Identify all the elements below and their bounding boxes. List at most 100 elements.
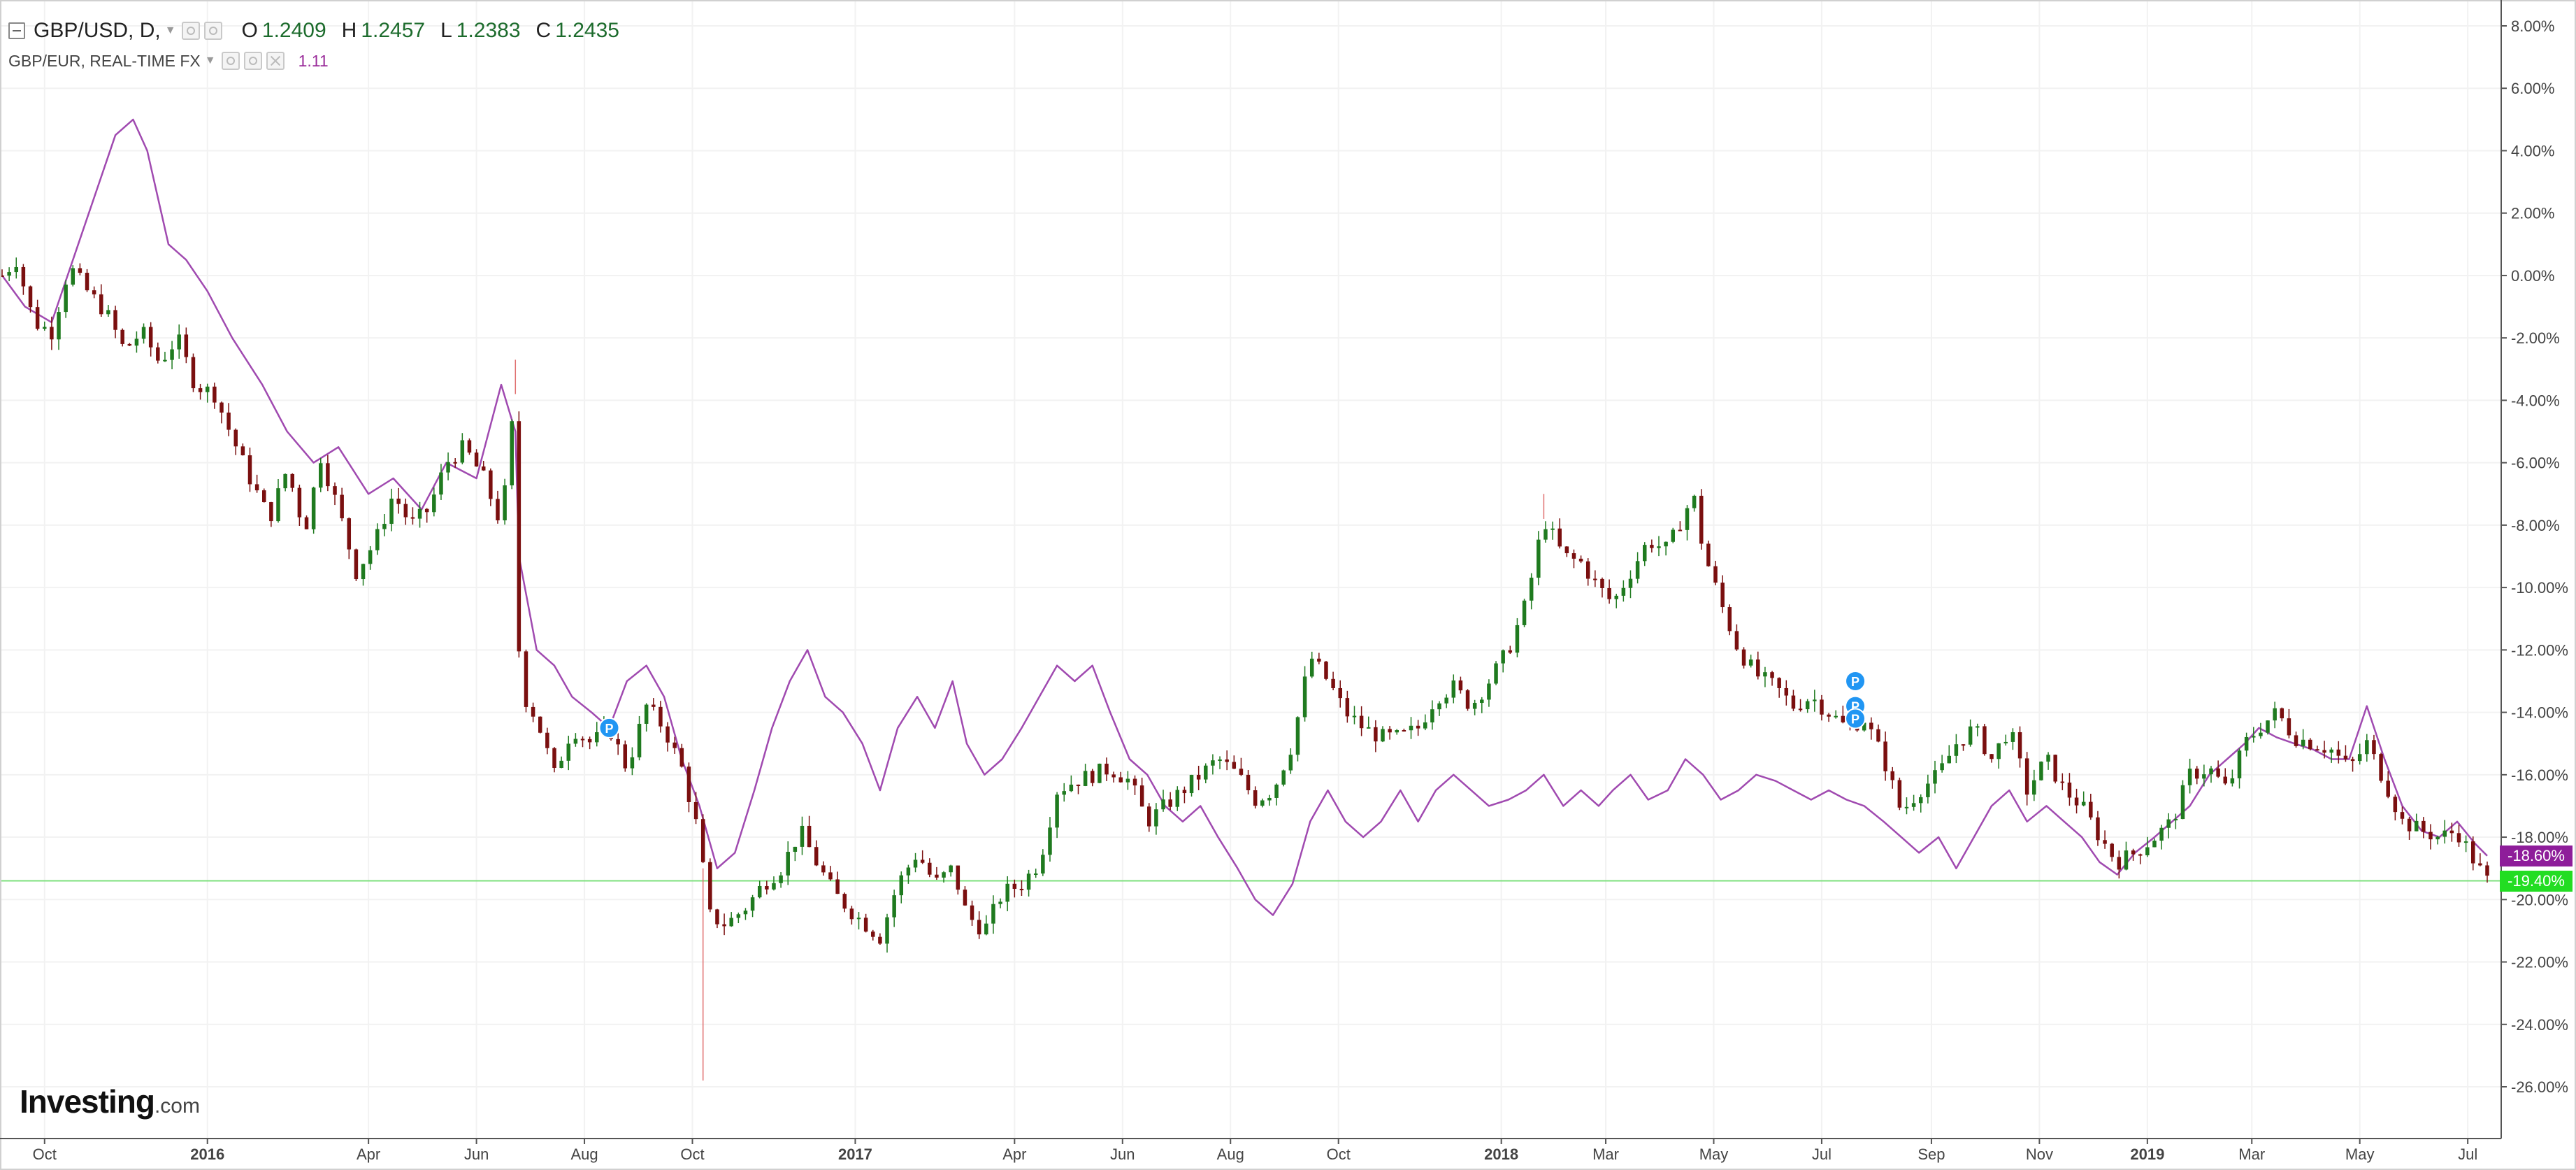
y-tick-label: -14.00% bbox=[2511, 704, 2568, 722]
candle-body bbox=[1976, 726, 1980, 728]
candle-body bbox=[920, 859, 925, 863]
candle-body bbox=[1961, 744, 1966, 746]
candle-body bbox=[481, 466, 486, 471]
candle-body bbox=[1614, 595, 1618, 599]
candle-body bbox=[2365, 740, 2369, 755]
candle-body bbox=[403, 504, 408, 518]
candle-body bbox=[1416, 725, 1420, 729]
collapse-icon[interactable] bbox=[8, 22, 25, 39]
candle-body bbox=[1784, 687, 1789, 696]
candle-body bbox=[467, 440, 472, 453]
x-tick-label: Apr bbox=[357, 1146, 380, 1163]
candle-body bbox=[177, 334, 181, 350]
candle-body bbox=[233, 429, 238, 447]
investing-logo: Investing.com bbox=[20, 1083, 200, 1120]
candle-body bbox=[1098, 764, 1102, 783]
candle-body bbox=[2252, 736, 2256, 738]
settings-icon[interactable] bbox=[181, 22, 200, 40]
candle-body bbox=[552, 748, 556, 769]
chevron-down-icon[interactable]: ▼ bbox=[164, 24, 176, 36]
candle-body bbox=[1423, 722, 1427, 729]
candle-body bbox=[729, 918, 733, 927]
candle-body bbox=[531, 706, 535, 717]
p-marker-icon bbox=[598, 717, 620, 739]
candle-body bbox=[1026, 873, 1031, 890]
candle-body bbox=[765, 885, 769, 890]
candle-body bbox=[283, 473, 287, 489]
candle-body bbox=[1918, 797, 1923, 804]
candle-body bbox=[1232, 762, 1237, 769]
candle-body bbox=[1338, 687, 1342, 699]
candle-body bbox=[1869, 722, 1873, 729]
candle-body bbox=[1331, 678, 1335, 688]
candle-body bbox=[1182, 790, 1187, 794]
candle-body bbox=[1529, 578, 1534, 601]
candle-body bbox=[2287, 718, 2291, 736]
compare-symbol-label[interactable]: GBP/EUR, REAL-TIME FX bbox=[8, 51, 201, 70]
candle-body bbox=[1501, 650, 1505, 664]
p-marker-icon bbox=[1845, 708, 1866, 729]
candle-body bbox=[326, 463, 330, 487]
candle-body bbox=[708, 862, 712, 910]
candle-body bbox=[1890, 771, 1894, 780]
candle-body bbox=[78, 268, 82, 273]
candle-body bbox=[1791, 695, 1796, 709]
candle-body bbox=[2117, 857, 2122, 870]
candle-body bbox=[1465, 690, 1470, 709]
candle-body bbox=[205, 386, 210, 392]
compare-value: 1.11 bbox=[298, 51, 329, 70]
grid-lines bbox=[0, 0, 2501, 1139]
x-tick-label: Jun bbox=[464, 1146, 489, 1163]
candle-body bbox=[2067, 783, 2072, 798]
candle-body bbox=[489, 470, 493, 499]
y-tick-label: -16.00% bbox=[2511, 766, 2568, 784]
candle-body bbox=[2244, 736, 2249, 751]
candle-body bbox=[821, 865, 826, 873]
candle-body bbox=[659, 706, 663, 727]
candle-body bbox=[410, 517, 415, 519]
candle-body bbox=[1487, 683, 1491, 700]
candle-body bbox=[849, 908, 854, 920]
symbol-label[interactable]: GBP/USD, D, bbox=[34, 19, 161, 42]
candle-body bbox=[630, 757, 635, 769]
close-icon[interactable] bbox=[266, 52, 285, 70]
candle-body bbox=[517, 421, 521, 652]
candle-body bbox=[354, 549, 359, 580]
candle-body bbox=[1196, 774, 1201, 780]
candle-body bbox=[779, 875, 783, 883]
candle-body bbox=[566, 743, 571, 761]
candle-body bbox=[127, 343, 132, 346]
candle-body bbox=[2187, 769, 2192, 785]
main-series-legend[interactable]: GBP/USD, D, ▼ O 1.2409 H 1.2457 L 1.2383… bbox=[8, 15, 619, 46]
candle-body bbox=[1147, 806, 1151, 827]
candle-body bbox=[240, 446, 245, 456]
compare-series-legend[interactable]: GBP/EUR, REAL-TIME FX ▼ 1.11 bbox=[8, 49, 329, 73]
candle-body bbox=[1366, 727, 1371, 729]
candle-body bbox=[1430, 709, 1434, 722]
candle-body bbox=[28, 286, 33, 308]
candle-body bbox=[361, 564, 366, 580]
candle-body bbox=[311, 487, 316, 529]
candle-body bbox=[1125, 778, 1130, 783]
candle-body bbox=[134, 338, 139, 346]
candle-body bbox=[2449, 830, 2454, 834]
candle-body bbox=[510, 421, 514, 486]
candle-body bbox=[1267, 797, 1272, 801]
candle-body bbox=[2152, 841, 2157, 848]
visibility-icon[interactable] bbox=[203, 22, 222, 40]
candle-body bbox=[2010, 732, 2015, 742]
candlestick-series-layer bbox=[0, 257, 2489, 1081]
candle-body bbox=[1295, 717, 1300, 755]
candle-body bbox=[1083, 771, 1088, 786]
chevron-down-icon[interactable]: ▼ bbox=[204, 55, 216, 66]
visibility-icon[interactable] bbox=[243, 52, 262, 70]
candle-body bbox=[220, 402, 224, 413]
candle-body bbox=[828, 872, 833, 880]
settings-icon[interactable] bbox=[221, 52, 240, 70]
main-last-badge: -19.40% bbox=[2500, 870, 2573, 892]
candle-body bbox=[1544, 529, 1548, 540]
